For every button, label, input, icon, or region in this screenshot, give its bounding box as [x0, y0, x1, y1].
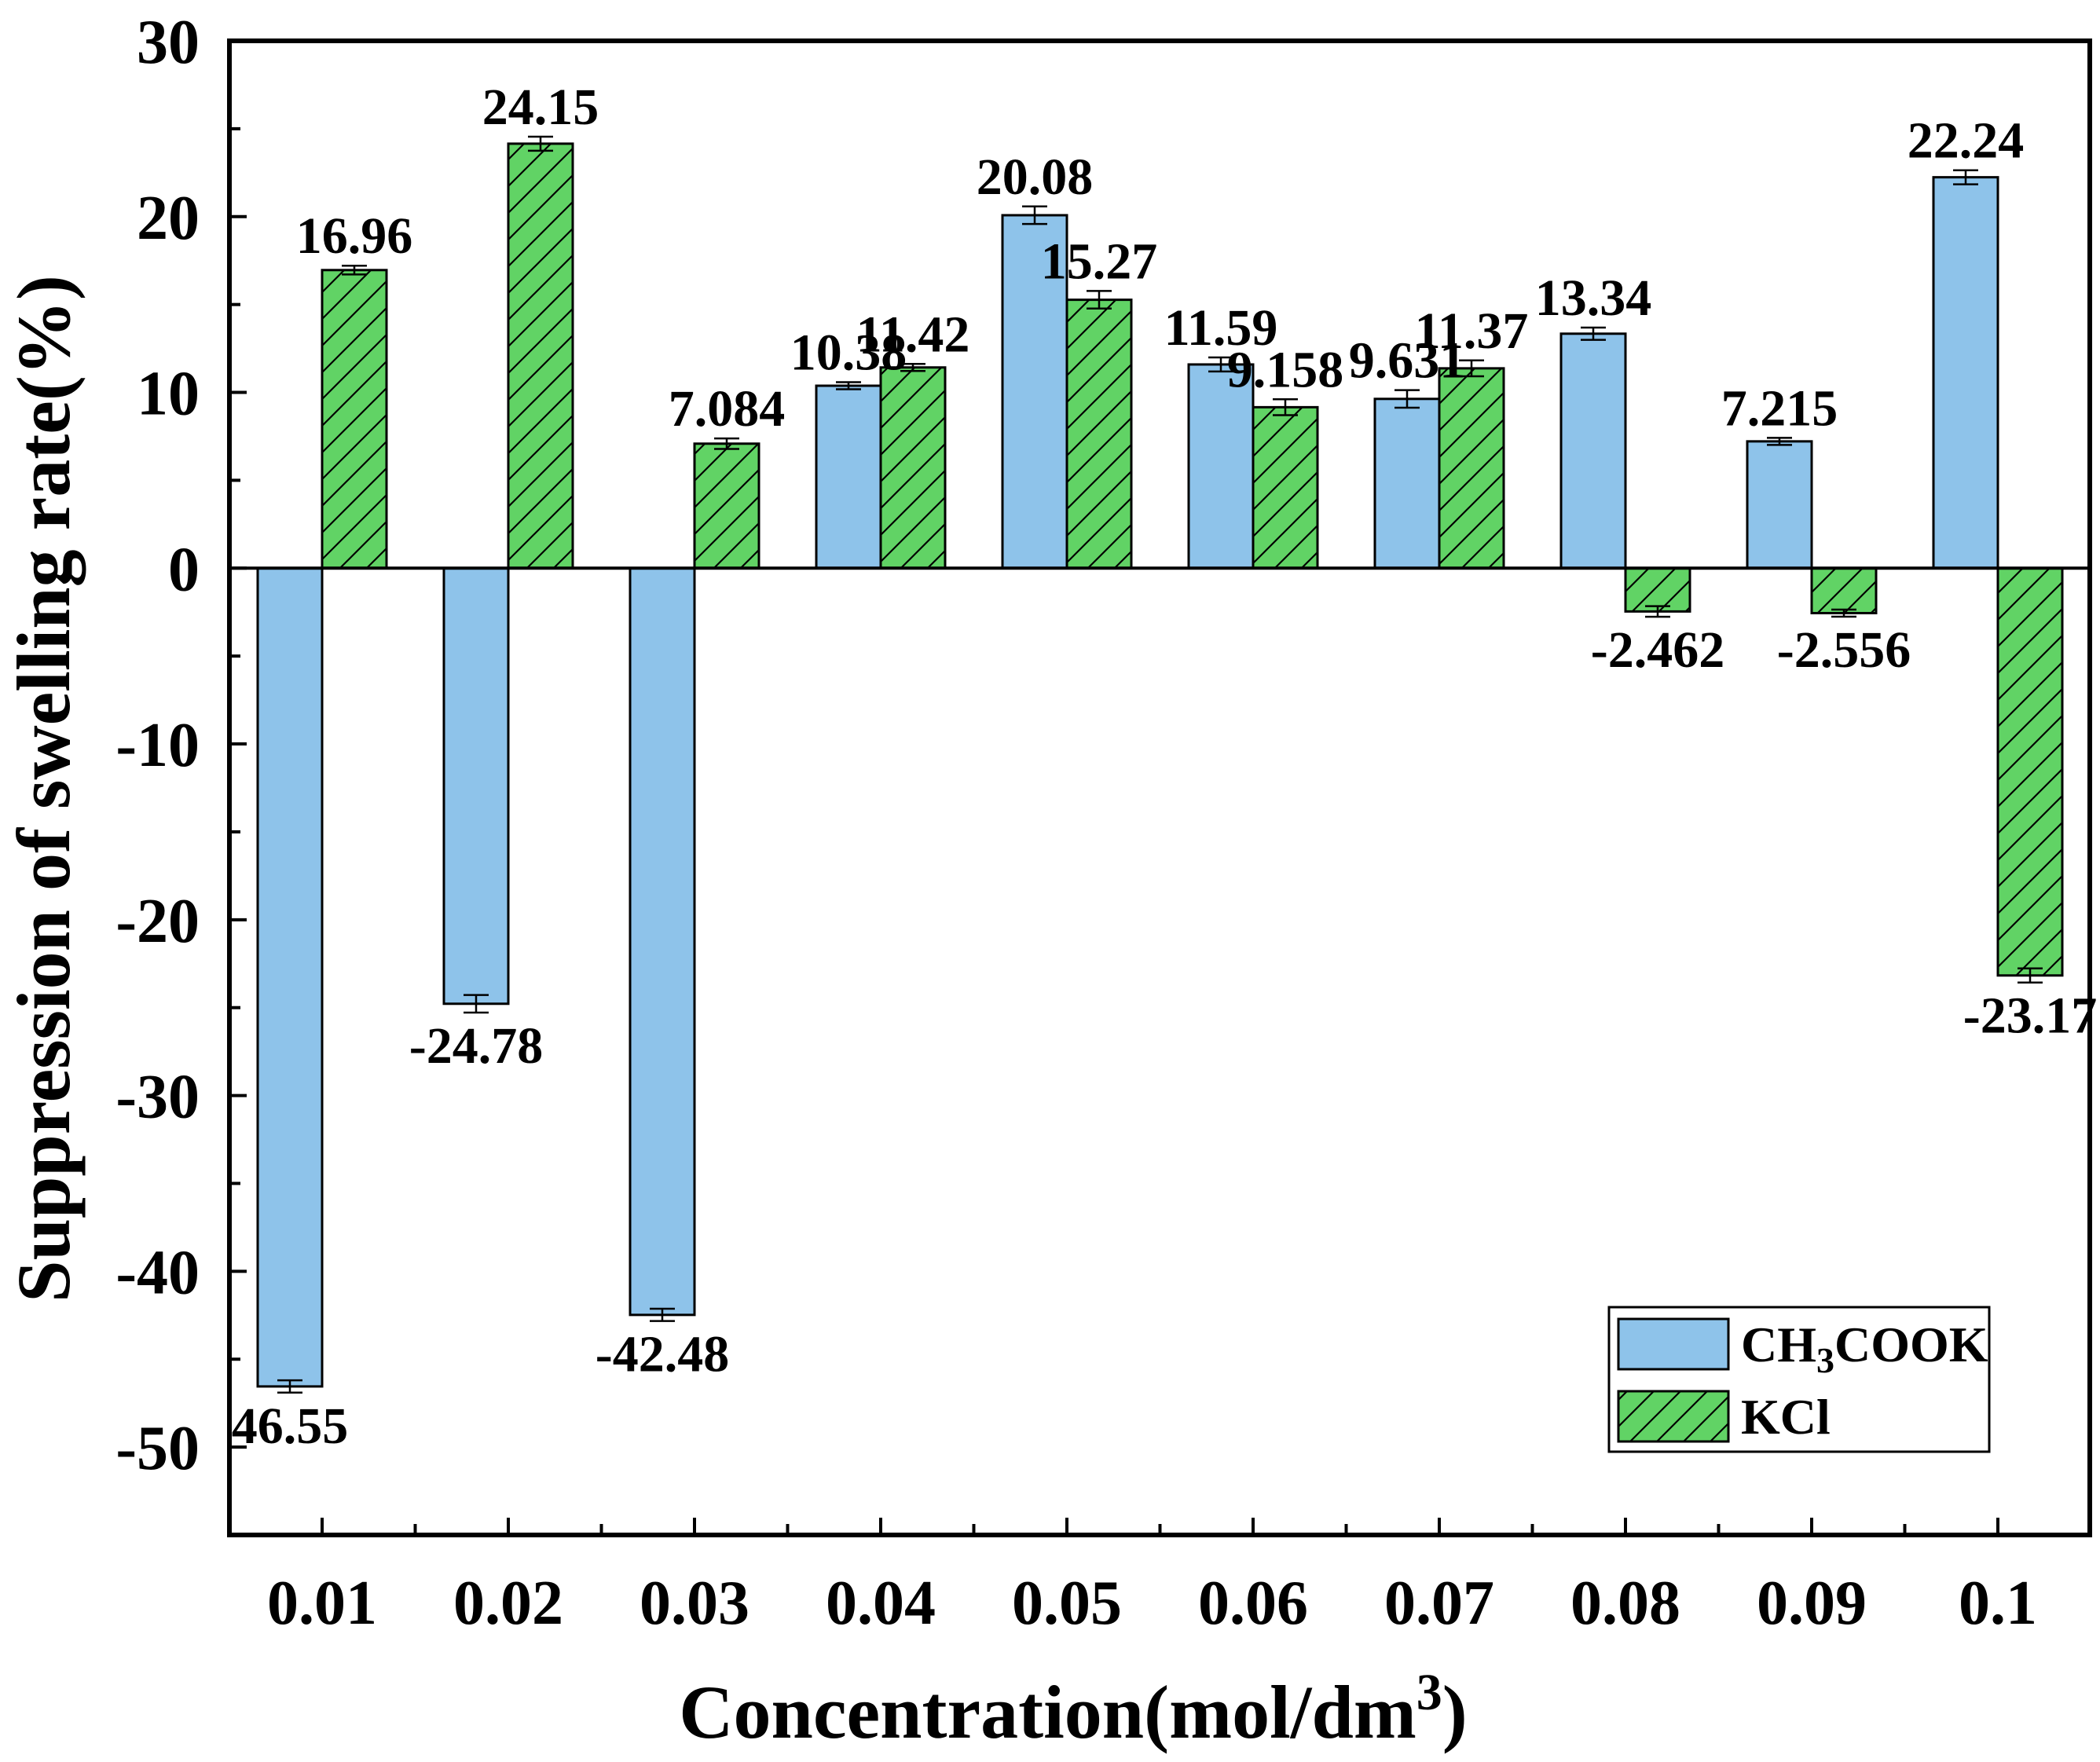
x-tick-label-0.01: 0.01 — [267, 1569, 377, 1638]
bar-kcl-0.09 — [1810, 566, 1878, 614]
bar-kcl-0.1 — [1996, 566, 2064, 977]
y-axis-title: Suppression of swelling rate(%) — [2, 275, 86, 1302]
data-label-kcl-0.09: -2.556 — [1777, 621, 1911, 679]
bar-kcl-0.06 — [1252, 405, 1319, 570]
data-label-layer: 46.5516.96-24.7824.15-42.487.08410.3811.… — [232, 79, 2097, 1455]
legend-swatch-kcl — [1617, 1390, 1730, 1443]
y-tick-label: -30 — [115, 1063, 200, 1132]
bar-ch3cook-0.04 — [815, 384, 882, 570]
bar-ch3cook-0.09 — [1746, 440, 1813, 570]
error-bar-kcl-0.01 — [342, 264, 367, 276]
data-label-kcl-0.05: 15.27 — [1041, 233, 1158, 290]
y-tick-label: 10 — [137, 360, 200, 429]
error-bar-ch3cook-0.1 — [1953, 169, 1978, 185]
y-axis: 30 20 10 0 -10 -20 -30 -40 -50 — [115, 8, 247, 1537]
bar-kcl-0.05 — [1065, 299, 1133, 570]
bar-kcl-0.08 — [1624, 566, 1691, 613]
error-bar-kcl-0.04 — [900, 363, 925, 372]
legend-swatch-ch3cook — [1617, 1317, 1730, 1371]
y-tick-label: -40 — [115, 1238, 200, 1307]
legend-label-ch3cook: CH3COOK — [1741, 1317, 1988, 1380]
y-tick-label: -50 — [115, 1414, 200, 1483]
error-bar-ch3cook-0.03 — [650, 1307, 675, 1322]
x-axis-title: Concentration(mol/dm3) — [679, 1664, 1468, 1754]
bar-ch3cook-0.1 — [1932, 176, 1999, 570]
error-bar-ch3cook-0.08 — [1581, 326, 1606, 341]
data-label-kcl-0.1: -23.17 — [1963, 987, 2097, 1045]
error-bar-kcl-0.09 — [1831, 608, 1856, 618]
y-tick-label: 30 — [137, 8, 200, 77]
data-label-ch3cook-0.08: 13.34 — [1535, 269, 1652, 327]
bar-kcl-0.07 — [1438, 367, 1505, 570]
data-label-kcl-0.01: 16.96 — [296, 207, 413, 265]
x-tick-label-0.02: 0.02 — [453, 1569, 563, 1638]
data-label-kcl-0.03: 7.084 — [669, 380, 786, 438]
x-tick-label-0.06: 0.06 — [1198, 1569, 1308, 1638]
error-bar-kcl-0.06 — [1273, 398, 1298, 416]
bar-ch3cook-0.06 — [1187, 363, 1255, 570]
data-label-kcl-0.06: 9.158 — [1227, 341, 1344, 398]
error-bar-ch3cook-0.09 — [1767, 437, 1792, 446]
bar-kcl-0.03 — [693, 442, 760, 570]
bar-ch3cook-0.07 — [1373, 397, 1441, 570]
error-bar-kcl-0.1 — [2018, 967, 2043, 984]
x-tick-label-0.1: 0.1 — [1959, 1569, 2037, 1638]
legend-label-kcl: KCl — [1741, 1389, 1831, 1445]
error-bar-kcl-0.03 — [714, 437, 739, 450]
x-tick-label-0.07: 0.07 — [1384, 1569, 1494, 1638]
error-bar-ch3cook-0.01 — [277, 1379, 302, 1394]
error-bar-kcl-0.07 — [1459, 359, 1484, 378]
data-label-ch3cook-0.02: -24.78 — [409, 1017, 543, 1075]
x-tick-label-0.09: 0.09 — [1757, 1569, 1867, 1638]
bar-kcl-0.01 — [321, 269, 388, 570]
y-tick-label: 20 — [137, 184, 200, 253]
error-bar-kcl-0.02 — [528, 135, 553, 152]
legend: CH3COOK KCl — [1607, 1306, 1991, 1453]
error-bar-kcl-0.05 — [1087, 290, 1112, 310]
data-label-ch3cook-0.01: 46.55 — [232, 1398, 349, 1455]
data-label-ch3cook-0.04: 10.38 — [790, 324, 907, 382]
x-tick-label-0.08: 0.08 — [1570, 1569, 1680, 1638]
bar-kcl-0.02 — [507, 142, 574, 570]
data-label-kcl-0.08: -2.462 — [1591, 621, 1724, 679]
error-bar-ch3cook-0.02 — [464, 994, 489, 1014]
error-bar-ch3cook-0.04 — [836, 381, 861, 390]
data-label-ch3cook-0.03: -42.48 — [596, 1326, 729, 1383]
error-bar-ch3cook-0.06 — [1208, 356, 1233, 373]
data-label-ch3cook-0.07: 9.631 — [1349, 332, 1466, 390]
x-tick-label-0.03: 0.03 — [640, 1569, 749, 1638]
data-label-ch3cook-0.06: 11.59 — [1164, 299, 1278, 357]
bar-kcl-0.04 — [879, 366, 947, 570]
error-bar-layer — [277, 135, 2043, 1394]
x-tick-label-0.05: 0.05 — [1012, 1569, 1122, 1638]
bar-ch3cook-0.08 — [1559, 332, 1627, 570]
data-label-kcl-0.07: 11.37 — [1415, 302, 1529, 360]
error-bar-kcl-0.08 — [1645, 605, 1670, 618]
data-label-kcl-0.02: 24.15 — [482, 79, 599, 136]
bar-ch3cook-0.01 — [256, 566, 324, 1388]
bar-ch3cook-0.05 — [1001, 214, 1068, 570]
y-tick-label: -10 — [115, 711, 200, 780]
data-label-kcl-0.04: 11.42 — [856, 306, 970, 363]
data-label-ch3cook-0.05: 20.08 — [977, 148, 1094, 206]
bar-layer — [256, 142, 2064, 1388]
data-label-ch3cook-0.09: 7.215 — [1721, 379, 1838, 437]
error-bar-ch3cook-0.05 — [1022, 205, 1047, 225]
x-tick-label-0.04: 0.04 — [826, 1569, 936, 1638]
y-tick-label: -20 — [115, 887, 200, 956]
x-axis: 0.01 0.02 0.03 0.04 0.05 0.06 0.07 0.08 0.09 0.1 — [267, 1518, 2037, 1638]
bar-ch3cook-0.03 — [629, 566, 696, 1317]
y-tick-label: 0 — [168, 535, 200, 604]
data-label-ch3cook-0.1: 22.24 — [1908, 112, 2025, 170]
bar-ch3cook-0.02 — [442, 566, 510, 1006]
error-bar-ch3cook-0.07 — [1395, 389, 1420, 409]
